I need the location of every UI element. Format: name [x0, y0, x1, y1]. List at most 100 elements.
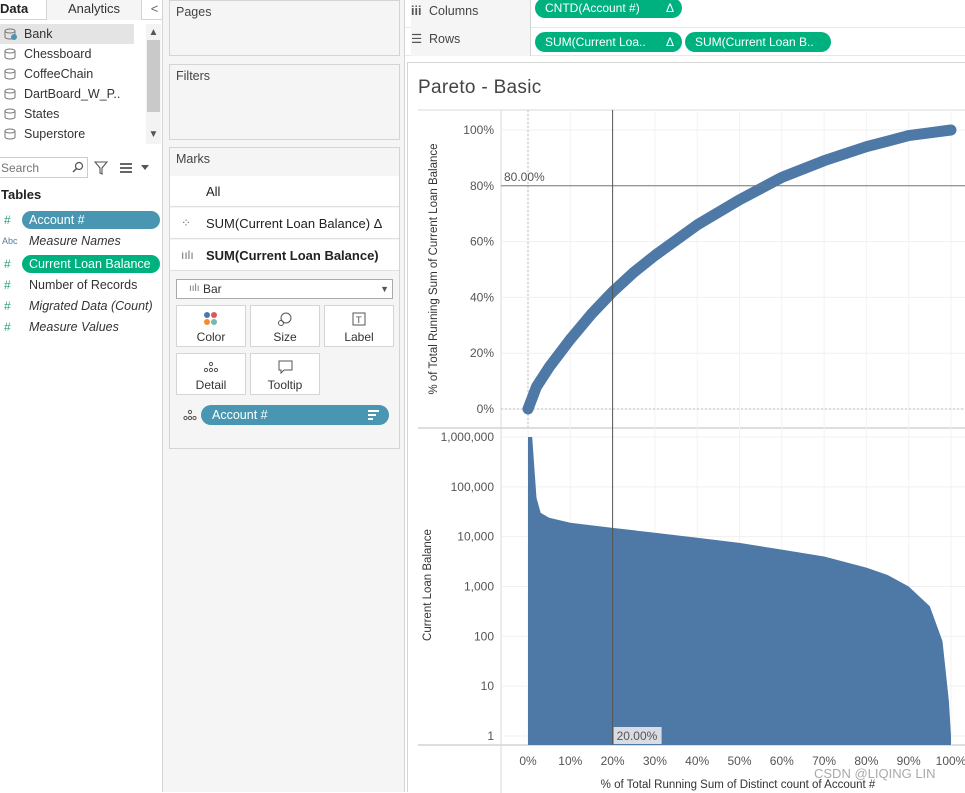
field-label: Number of Records [29, 278, 138, 292]
field-label: Measure Values [29, 320, 119, 334]
search-icon[interactable] [72, 161, 84, 173]
sort-descending-icon [368, 410, 379, 420]
size-label: Size [273, 330, 297, 344]
loan-balance-area [528, 437, 951, 745]
field-account[interactable]: # Account # [0, 210, 162, 230]
y-tick-label-top: 60% [470, 235, 494, 249]
field-measure-names[interactable]: Abc Measure Names [0, 231, 162, 251]
measure-icon: # [4, 213, 11, 227]
marks-all-tab[interactable]: All [170, 176, 399, 207]
data-source-label: Bank [24, 27, 53, 41]
columns-icon: iii [411, 4, 422, 18]
worksheet-title: Pareto - Basic [418, 77, 542, 98]
mark-type-value: Bar [203, 282, 222, 296]
tab-data[interactable]: Data [0, 0, 47, 20]
view-options-icon[interactable] [119, 162, 133, 174]
table-calc-delta-icon: Δ [665, 35, 674, 49]
data-source-label: DartBoard_W_P.. [24, 87, 121, 101]
svg-text:T: T [355, 316, 362, 326]
pages-card[interactable]: Pages [169, 0, 400, 56]
detail-field-pill[interactable]: Account # [201, 405, 389, 425]
data-source-item[interactable]: DartBoard_W_P.. [0, 84, 134, 104]
filter-icon[interactable] [94, 161, 108, 175]
data-source-list: Bank Chessboard CoffeeChain DartBoard_W_… [0, 24, 147, 144]
tables-header: Tables [1, 187, 42, 202]
data-source-label: States [24, 107, 60, 121]
field-measure-values[interactable]: # Measure Values [0, 317, 162, 337]
rows-pill-1[interactable]: SUM(Current Loa.. Δ [535, 32, 682, 52]
database-icon [4, 28, 17, 40]
mark-type-select[interactable]: ıılı Bar ▼ [176, 279, 393, 299]
columns-pill-label: CNTD(Account #) [545, 1, 640, 15]
tab-analytics[interactable]: Analytics [47, 0, 142, 20]
database-icon [4, 108, 16, 120]
detail-button[interactable]: Detail [176, 353, 246, 395]
field-pill[interactable]: Account # [22, 211, 160, 229]
data-source-item[interactable]: States [0, 104, 134, 124]
data-source-item[interactable]: Superstore [0, 124, 134, 144]
marks-measure1-tab[interactable]: ⁘ SUM(Current Loan Balance) Δ [170, 208, 399, 239]
x-tick-label: 100% [936, 754, 965, 768]
bar-chart-icon: ıılı [189, 283, 200, 294]
field-current-loan-balance[interactable]: # Current Loan Balance [0, 254, 162, 274]
chevron-down-icon: ▼ [380, 284, 389, 294]
y-tick-label-bottom: 1,000,000 [441, 430, 495, 444]
marks-title: Marks [176, 152, 211, 166]
scroll-up-icon[interactable]: ▲ [148, 27, 159, 38]
x-tick-label: 40% [685, 754, 709, 768]
field-pill[interactable]: Current Loan Balance [22, 255, 160, 273]
pareto-cumulative-line [522, 124, 957, 415]
y-tick-label-top: 0% [477, 402, 495, 416]
marks-measure2-tab[interactable]: ıılı SUM(Current Loan Balance) [170, 240, 399, 271]
x-tick-label: 80% [854, 754, 878, 768]
tooltip-button[interactable]: Tooltip [250, 353, 320, 395]
database-icon [4, 68, 16, 80]
database-icon [4, 128, 16, 140]
label-button[interactable]: T Label [324, 305, 394, 347]
x-tick-label: 10% [558, 754, 582, 768]
y-tick-label-bottom: 1 [487, 729, 494, 743]
x-tick-label: 0% [519, 754, 537, 768]
data-source-item[interactable]: Bank [0, 24, 134, 44]
data-source-item[interactable]: Chessboard [0, 44, 134, 64]
data-source-item[interactable]: CoffeeChain [0, 64, 134, 84]
database-icon [4, 88, 16, 100]
automatic-marks-icon: ⁘ [181, 216, 192, 230]
measure-icon: # [4, 320, 11, 334]
color-button[interactable]: Color [176, 305, 246, 347]
columns-shelf[interactable]: iii Columns CNTD(Account #) Δ [405, 0, 965, 28]
chevron-down-icon[interactable] [141, 165, 149, 170]
rows-pill-2-label: SUM(Current Loan B.. [695, 35, 814, 49]
reference-label-20: 20.00% [617, 729, 658, 743]
detail-icon [203, 361, 219, 373]
marks-measure2-label: SUM(Current Loan Balance) [206, 248, 379, 263]
y-tick-label-bottom: 10,000 [457, 530, 494, 544]
measure-icon: # [4, 299, 11, 313]
x-axis-title: % of Total Running Sum of Distinct count… [601, 779, 876, 791]
field-migrated-data[interactable]: # Migrated Data (Count) [0, 296, 162, 316]
shelves-area: iii Columns CNTD(Account #) Δ ☰ Rows SUM(C… [405, 0, 965, 60]
columns-pill[interactable]: CNTD(Account #) Δ [535, 0, 682, 18]
size-icon [278, 312, 292, 326]
rows-pill-1-label: SUM(Current Loa.. [545, 35, 646, 49]
data-source-label: CoffeeChain [24, 67, 94, 81]
size-button[interactable]: Size [250, 305, 320, 347]
measure-icon: # [4, 257, 11, 271]
scroll-thumb[interactable] [147, 40, 160, 112]
reference-label-20-bg [613, 727, 662, 744]
pages-title: Pages [176, 5, 212, 19]
filters-card[interactable]: Filters [169, 64, 400, 140]
collapse-pane-button[interactable]: < [150, 1, 159, 16]
filters-title: Filters [176, 69, 211, 83]
y-tick-label-bottom: 1,000 [464, 580, 494, 594]
y-axis-title-bottom: Current Loan Balance [422, 529, 434, 641]
chart-canvas[interactable]: 80.00% 20.00% 0% 20% 40% 60% 80% 100% 1 10 100 1,00… [408, 63, 965, 793]
rows-pill-2[interactable]: SUM(Current Loan B.. [685, 32, 831, 52]
search-input[interactable] [0, 157, 88, 178]
scroll-down-icon[interactable]: ▼ [148, 129, 159, 140]
data-source-scrollbar[interactable]: ▲ ▼ [146, 24, 161, 144]
field-number-of-records[interactable]: # Number of Records [0, 275, 162, 295]
x-tick-label: 20% [601, 754, 625, 768]
field-label: Migrated Data (Count) [29, 299, 153, 313]
rows-shelf[interactable]: ☰ Rows SUM(Current Loa.. Δ SUM(Current Lo… [405, 28, 965, 56]
